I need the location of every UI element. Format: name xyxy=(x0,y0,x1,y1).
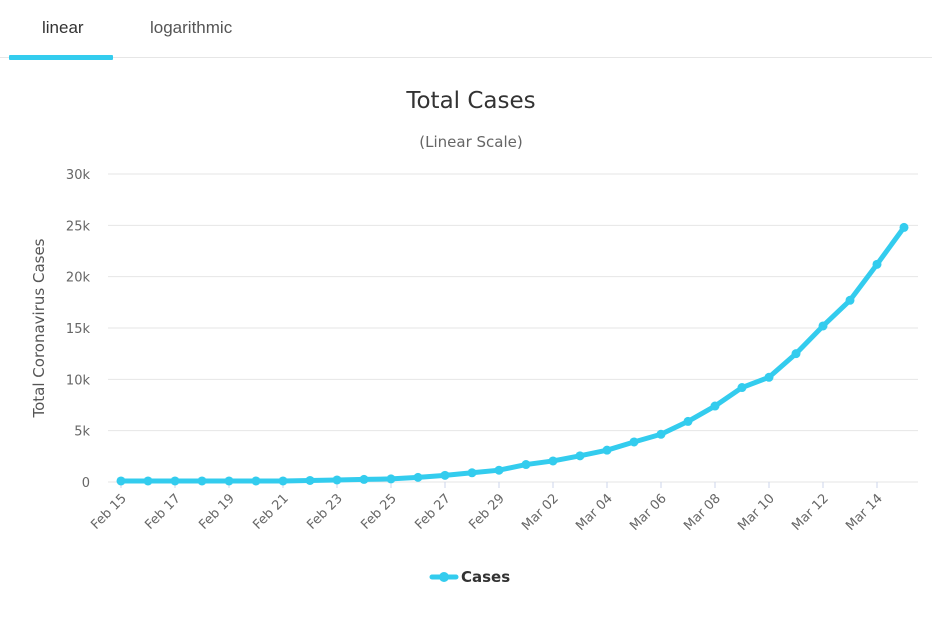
y-tick-label: 25k xyxy=(66,219,91,234)
legend-marker xyxy=(439,572,449,582)
data-point[interactable] xyxy=(575,451,585,461)
cases-series xyxy=(116,222,909,486)
data-point[interactable] xyxy=(440,470,450,480)
data-point[interactable] xyxy=(386,474,396,484)
data-point[interactable] xyxy=(359,474,369,484)
active-tab-indicator xyxy=(9,55,113,60)
x-tick-label: Feb 15 xyxy=(88,491,130,533)
data-point[interactable] xyxy=(116,476,126,486)
data-point[interactable] xyxy=(737,383,747,393)
data-point[interactable] xyxy=(656,429,666,439)
data-point[interactable] xyxy=(467,468,477,478)
legend[interactable]: Cases xyxy=(429,568,510,586)
series-line-cases xyxy=(118,224,907,484)
x-tick-label: Mar 04 xyxy=(573,491,616,534)
x-tick-label: Mar 06 xyxy=(627,491,670,534)
data-point[interactable] xyxy=(602,445,612,455)
data-point[interactable] xyxy=(305,475,315,485)
data-point[interactable] xyxy=(332,475,342,485)
legend-label-cases: Cases xyxy=(461,568,510,586)
data-point[interactable] xyxy=(197,476,207,486)
tab-linear[interactable]: linear xyxy=(42,18,84,37)
x-tick-label: Feb 29 xyxy=(466,491,508,533)
data-point[interactable] xyxy=(764,372,774,382)
x-tick-label: Feb 27 xyxy=(412,491,454,533)
x-tick-label: Mar 08 xyxy=(681,491,724,534)
y-axis-ticks: 0 5k 10k 15k 20k 25k 30k xyxy=(66,168,91,491)
y-tick-label: 5k xyxy=(74,425,90,440)
data-point[interactable] xyxy=(872,259,882,269)
y-tick-label: 15k xyxy=(66,322,91,337)
data-point[interactable] xyxy=(251,476,261,486)
data-point[interactable] xyxy=(521,460,531,470)
data-point[interactable] xyxy=(899,222,909,232)
y-tick-label: 0 xyxy=(82,476,90,491)
tab-logarithmic[interactable]: logarithmic xyxy=(150,18,233,37)
data-point[interactable] xyxy=(494,465,504,475)
y-axis-title: Total Coronavirus Cases xyxy=(30,238,48,418)
data-point[interactable] xyxy=(278,476,288,486)
y-tick-label: 10k xyxy=(66,373,91,388)
x-tick-label: Mar 14 xyxy=(843,491,886,534)
x-tick-label: Mar 12 xyxy=(789,491,832,534)
data-point[interactable] xyxy=(629,437,639,447)
data-point[interactable] xyxy=(413,472,423,482)
data-point[interactable] xyxy=(791,349,801,359)
gridlines xyxy=(108,173,918,483)
data-point[interactable] xyxy=(224,476,234,486)
x-tick-label: Feb 21 xyxy=(250,491,292,533)
chart-title: Total Cases xyxy=(405,88,535,114)
data-point[interactable] xyxy=(143,476,153,486)
x-tick-label: Mar 02 xyxy=(519,491,562,534)
data-point[interactable] xyxy=(548,456,558,466)
chart-subtitle: (Linear Scale) xyxy=(419,133,522,151)
data-point[interactable] xyxy=(170,476,180,486)
x-tick-label: Feb 19 xyxy=(196,491,238,533)
y-tick-label: 20k xyxy=(66,271,91,286)
x-axis-ticks: Feb 15 Feb 17 Feb 19 Feb 21 Feb 23 Feb 25 Feb … xyxy=(88,482,886,534)
scale-tabs: linear logarithmic xyxy=(0,0,932,60)
data-point[interactable] xyxy=(683,416,693,426)
x-tick-label: Feb 17 xyxy=(142,491,184,533)
x-tick-label: Feb 23 xyxy=(304,491,346,533)
x-tick-label: Feb 25 xyxy=(358,491,400,533)
data-point[interactable] xyxy=(818,321,828,331)
data-point[interactable] xyxy=(710,401,720,411)
x-tick-label: Mar 10 xyxy=(735,491,778,534)
y-tick-label: 30k xyxy=(66,168,91,183)
data-point[interactable] xyxy=(845,295,855,305)
